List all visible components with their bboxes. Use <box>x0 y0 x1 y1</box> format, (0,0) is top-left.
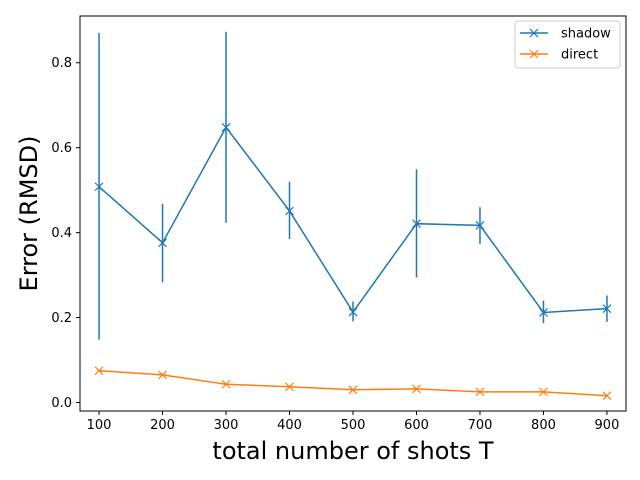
data-point <box>348 307 358 317</box>
y-axis-ticks: 0.0 0.2 0.4 0.6 0.8 <box>51 56 80 411</box>
y-tick-label: 0.6 <box>51 141 72 156</box>
legend-entry-direct: direct <box>520 48 598 63</box>
x-tick-label: 100 <box>87 418 112 433</box>
series-shadow <box>94 31 612 340</box>
marker-stroke <box>94 182 104 192</box>
data-point <box>285 206 294 216</box>
data-point <box>221 379 231 389</box>
marker-stroke <box>348 385 358 395</box>
marker-stroke <box>221 379 231 389</box>
legend-label: direct <box>561 48 598 63</box>
marker-stroke <box>602 304 612 314</box>
data-point <box>475 387 485 397</box>
y-tick-label: 0.4 <box>51 226 72 241</box>
series-direct <box>94 366 612 401</box>
data-point <box>539 387 548 397</box>
data-point <box>412 219 421 229</box>
marker-stroke <box>539 308 548 317</box>
x-tick-label: 700 <box>468 418 493 433</box>
legend-label: shadow <box>561 27 611 42</box>
marker-stroke <box>539 387 548 397</box>
data-point <box>412 384 421 394</box>
y-tick-label: 0.0 <box>51 396 72 411</box>
legend-marker <box>529 28 539 38</box>
data-point <box>602 391 612 401</box>
data-point <box>158 238 167 248</box>
data-point <box>221 122 231 132</box>
data-point <box>94 182 104 192</box>
marker-stroke <box>475 220 485 230</box>
marker-stroke <box>602 391 612 401</box>
plot-area <box>94 31 612 401</box>
legend: shadow direct <box>514 20 621 69</box>
marker-stroke <box>412 384 421 394</box>
x-tick-label: 500 <box>341 418 366 433</box>
data-point <box>348 385 358 395</box>
legend-entries: shadow direct <box>520 27 611 63</box>
marker-stroke <box>285 206 294 216</box>
marker-stroke <box>475 387 485 397</box>
marker-stroke <box>529 28 539 38</box>
data-point <box>602 304 612 314</box>
data-point <box>158 370 167 380</box>
data-point <box>94 366 104 376</box>
y-tick-label: 0.2 <box>51 311 72 326</box>
marker-stroke <box>221 122 231 132</box>
marker-stroke <box>158 370 167 380</box>
y-axis-label: Error (RMSD) <box>15 136 43 292</box>
data-point <box>285 382 294 392</box>
x-tick-label: 200 <box>150 418 175 433</box>
marker-stroke <box>285 382 294 392</box>
marker-stroke <box>529 49 539 59</box>
data-point <box>539 308 548 317</box>
x-tick-label: 300 <box>214 418 239 433</box>
series-line <box>98 125 607 314</box>
x-tick-label: 400 <box>277 418 302 433</box>
marker-stroke <box>348 307 358 317</box>
legend-entry-shadow: shadow <box>520 27 611 42</box>
series-line <box>98 369 607 397</box>
marker-stroke <box>412 219 421 229</box>
legend-marker <box>529 49 539 59</box>
marker-stroke <box>158 238 167 248</box>
x-tick-label: 600 <box>404 418 429 433</box>
x-tick-label: 900 <box>595 418 620 433</box>
marker-stroke <box>94 366 104 376</box>
x-axis-ticks: 100 200 300 400 500 600 700 800 900 <box>87 411 620 433</box>
y-tick-label: 0.8 <box>51 56 72 71</box>
x-tick-label: 800 <box>531 418 556 433</box>
x-axis-label: total number of shots T <box>212 437 494 465</box>
data-point <box>475 220 485 230</box>
